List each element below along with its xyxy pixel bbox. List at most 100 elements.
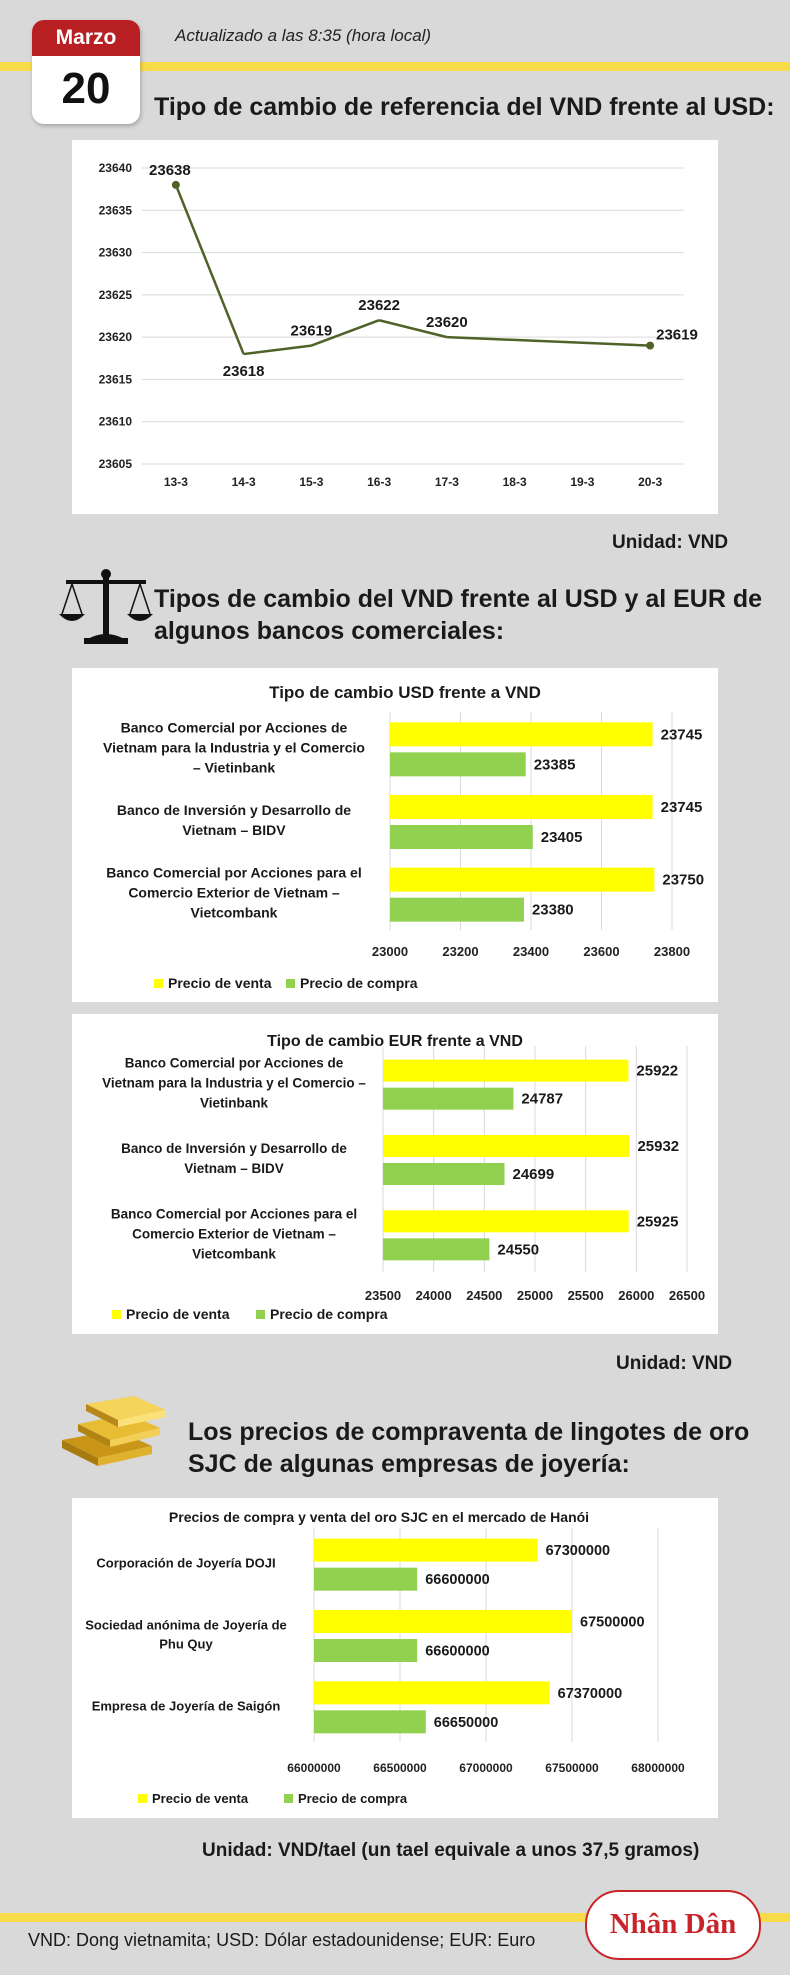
bar bbox=[383, 1210, 629, 1233]
bar-value-label: 25925 bbox=[637, 1213, 679, 1230]
bar bbox=[314, 1610, 572, 1633]
category-label: Vietinbank bbox=[200, 1096, 269, 1111]
bar-value-label: 67370000 bbox=[558, 1686, 623, 1702]
legend-label: Precio de compra bbox=[300, 975, 418, 991]
category-label: – Vietinbank bbox=[193, 759, 275, 775]
data-label: 23618 bbox=[223, 363, 265, 380]
x-tick-label: 19-3 bbox=[570, 475, 594, 489]
bar bbox=[383, 1087, 514, 1110]
bar-value-label: 66650000 bbox=[434, 1715, 499, 1731]
bar-value-label: 67300000 bbox=[546, 1543, 611, 1559]
bar-value-label: 66600000 bbox=[425, 1644, 490, 1660]
legend-label: Precio de venta bbox=[126, 1306, 230, 1322]
x-tick-label: 23800 bbox=[654, 944, 690, 959]
x-tick-label: 20-3 bbox=[638, 475, 662, 489]
bar bbox=[390, 795, 653, 819]
bar-value-label: 66600000 bbox=[425, 1572, 490, 1588]
bar-value-label: 23405 bbox=[541, 829, 583, 846]
x-tick-label: 67000000 bbox=[459, 1761, 513, 1775]
x-tick-label: 68000000 bbox=[631, 1761, 685, 1775]
scale-icon bbox=[56, 568, 156, 650]
section2-title-line1: Tipos de cambio del VND frente al USD y … bbox=[154, 585, 763, 613]
x-tick-label: 26000 bbox=[618, 1288, 654, 1303]
x-tick-label: 67500000 bbox=[545, 1761, 599, 1775]
legend-swatch bbox=[256, 1310, 265, 1319]
series-line-segment bbox=[446, 335, 651, 347]
category-label: Banco Comercial por Acciones para el bbox=[106, 865, 361, 881]
chart-usd: Tipo de cambio USD frente a VND 23000 2320… bbox=[103, 683, 704, 991]
footer-band bbox=[0, 1913, 790, 1922]
legend-swatch bbox=[286, 979, 295, 988]
legend-label: Precio de venta bbox=[168, 975, 272, 991]
y-tick-label: 23605 bbox=[99, 457, 133, 471]
gold-bars-icon bbox=[56, 1390, 180, 1468]
data-point bbox=[171, 180, 180, 189]
chart-reference-rate-panel: 23605 23610 23615 23620 23625 23630 23635 23640… bbox=[72, 140, 718, 514]
nhan-dan-logo: Nhân Dân bbox=[585, 1890, 761, 1960]
legend-swatch bbox=[154, 979, 163, 988]
category-label: Vietnam – BIDV bbox=[182, 822, 286, 838]
category-label: Vietnam para la Industria y el Comercio … bbox=[102, 1076, 366, 1091]
category-label: Phu Quy bbox=[159, 1637, 213, 1652]
x-tick-label: 14-3 bbox=[232, 475, 256, 489]
bar-value-label: 23750 bbox=[662, 872, 704, 889]
series-line-segment bbox=[174, 184, 245, 355]
category-label: Vietcombank bbox=[192, 1246, 276, 1261]
chart-gold-panel: Precios de compra y venta del oro SJC en… bbox=[72, 1498, 718, 1818]
category-label: Banco Comercial por Acciones de bbox=[125, 1056, 344, 1071]
x-tick-label: 23000 bbox=[372, 944, 408, 959]
chart-title: Tipo de cambio EUR frente a VND bbox=[267, 1033, 523, 1050]
bar bbox=[390, 867, 655, 892]
y-tick-label: 23620 bbox=[99, 330, 133, 344]
section3-title-line1: Los precios de compraventa de lingotes d… bbox=[188, 1418, 750, 1446]
category-label: Banco Comercial por Acciones para el bbox=[111, 1206, 357, 1221]
legend-label: Precio de compra bbox=[270, 1306, 388, 1322]
x-tick-label: 23500 bbox=[365, 1288, 401, 1303]
chart-eur: Tipo de cambio EUR frente a VND 23500 2400… bbox=[102, 1033, 705, 1322]
chart-gold: Precios de compra y venta del oro SJC en… bbox=[85, 1509, 685, 1806]
data-point bbox=[646, 341, 655, 350]
bar bbox=[383, 1059, 629, 1082]
bar bbox=[390, 825, 533, 849]
x-tick-label: 17-3 bbox=[435, 475, 459, 489]
category-label: Corporación de Joyería DOJI bbox=[96, 1556, 275, 1571]
date-month: Marzo bbox=[32, 20, 140, 56]
legend-swatch bbox=[112, 1310, 121, 1319]
date-day: 20 bbox=[61, 64, 111, 113]
category-label: Vietnam – BIDV bbox=[184, 1161, 284, 1176]
bar bbox=[314, 1538, 538, 1562]
bar-value-label: 23745 bbox=[661, 799, 703, 816]
section3-title-line2: SJC de algunas empresas de joyería: bbox=[188, 1450, 630, 1478]
bar-value-label: 23745 bbox=[661, 726, 703, 743]
chart-eur-panel: Tipo de cambio EUR frente a VND 23500 2400… bbox=[72, 1014, 718, 1334]
chart-title: Tipo de cambio USD frente a VND bbox=[269, 683, 541, 702]
x-tick-label: 25000 bbox=[517, 1288, 553, 1303]
bar bbox=[314, 1567, 418, 1591]
section2-title-line2: algunos bancos comerciales: bbox=[154, 617, 505, 645]
category-label: Vietnam para la Industria y el Comercio bbox=[103, 739, 365, 755]
bar-value-label: 24787 bbox=[521, 1091, 563, 1108]
header-band bbox=[0, 62, 790, 71]
data-label: 23619 bbox=[291, 323, 333, 340]
x-tick-label: 24000 bbox=[416, 1288, 452, 1303]
x-tick-label: 23600 bbox=[583, 944, 619, 959]
bar-value-label: 67500000 bbox=[580, 1615, 645, 1631]
bar bbox=[390, 722, 653, 747]
x-tick-label: 23400 bbox=[513, 944, 549, 959]
x-tick-label: 18-3 bbox=[503, 475, 527, 489]
data-label: 23622 bbox=[358, 297, 400, 314]
bar bbox=[314, 1710, 426, 1734]
series-line-segment bbox=[378, 319, 448, 339]
section2-unit: Unidad: VND bbox=[616, 1353, 733, 1374]
y-tick-label: 23610 bbox=[99, 415, 133, 429]
series-line-segment bbox=[310, 319, 380, 347]
x-tick-label: 24500 bbox=[466, 1288, 502, 1303]
bar bbox=[383, 1163, 505, 1185]
bar-value-label: 24550 bbox=[497, 1241, 539, 1258]
x-tick-label: 23200 bbox=[442, 944, 478, 959]
section1-title: Tipo de cambio de referencia del VND fre… bbox=[154, 93, 775, 121]
y-tick-label: 23635 bbox=[99, 203, 133, 217]
legend-label: Precio de venta bbox=[152, 1791, 249, 1806]
bar bbox=[383, 1238, 490, 1261]
category-label: Banco de Inversión y Desarrollo de bbox=[121, 1141, 347, 1156]
